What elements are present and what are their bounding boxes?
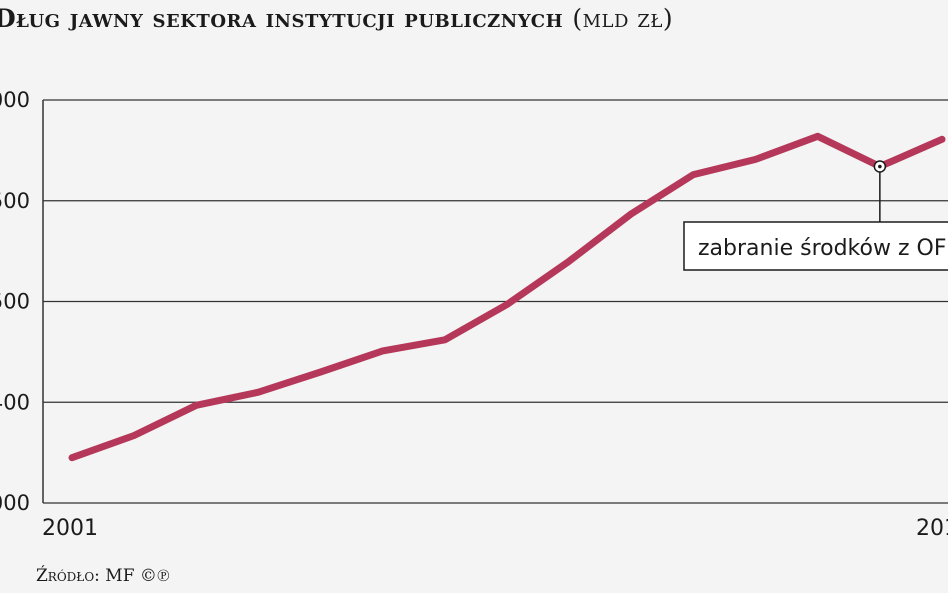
chart-grid: [42, 99, 948, 504]
chart-title-unit: (mld zł): [572, 4, 674, 33]
y-tick-label: 000: [0, 88, 30, 112]
y-axis: 000 500 500 400 000: [0, 88, 30, 515]
y-tick-label: 500: [0, 290, 30, 314]
line-chart: 000 500 500 400 000 2001 201 zabranie środków…: [0, 88, 948, 541]
y-tick-label: 400: [0, 390, 30, 414]
y-tick-label: 500: [0, 189, 30, 213]
x-tick-label: 201: [916, 516, 948, 541]
x-axis: 2001 201: [42, 516, 948, 541]
y-tick-label: 000: [0, 491, 30, 515]
x-tick-label: 2001: [42, 516, 98, 541]
annotation-marker-dot: [878, 164, 882, 169]
series-line: [68, 132, 946, 462]
annotation-text: zabranie środków z OF: [698, 236, 946, 261]
chart-series: [68, 132, 946, 462]
annotation-box: [683, 221, 948, 271]
chart-annotation: zabranie środków z OF: [683, 160, 948, 271]
source-note: Źródło: MF ©℗: [36, 566, 170, 586]
chart-title-text: Dług jawny sektora instytucji publicznyc…: [0, 4, 564, 33]
chart-title: Dług jawny sektora instytucji publicznyc…: [0, 4, 673, 33]
